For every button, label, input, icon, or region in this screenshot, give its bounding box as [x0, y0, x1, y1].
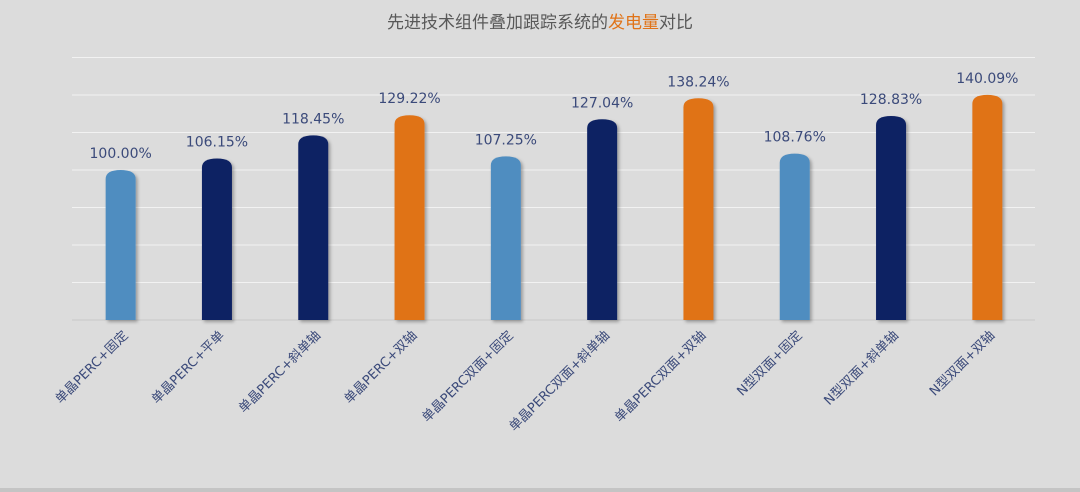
x-tick-label: N型双面+双轴	[927, 328, 998, 399]
x-tick-label: 单晶PERC+固定	[53, 328, 132, 407]
data-label: 127.04%	[571, 95, 633, 111]
x-tick-label: N型双面+固定	[734, 328, 805, 399]
title-part-3: 对比	[659, 13, 693, 33]
bar	[876, 115, 907, 320]
data-label: 100.00%	[90, 146, 152, 162]
bar	[972, 94, 1003, 320]
bar	[105, 170, 136, 320]
frame-bottom-border	[0, 488, 1080, 492]
data-label: 106.15%	[186, 134, 248, 150]
bar	[298, 135, 329, 320]
data-label: 138.24%	[667, 74, 729, 90]
data-label: 129.22%	[378, 91, 440, 107]
data-label: 140.09%	[956, 71, 1018, 87]
x-tick-label: 单晶PERC双面+固定	[420, 328, 517, 425]
title-highlight: 发电量	[608, 13, 659, 33]
x-tick-label: 单晶PERC+斜单轴	[236, 328, 324, 416]
bar	[490, 156, 521, 320]
x-tick-label: N型双面+斜单轴	[822, 328, 902, 408]
x-tick-label: 单晶PERC双面+斜单轴	[507, 328, 613, 434]
x-tick-label: 单晶PERC+平单	[149, 328, 228, 407]
bar	[394, 115, 425, 321]
chart-title: 先进技术组件叠加跟踪系统的发电量对比	[0, 8, 1080, 33]
bar	[683, 98, 714, 320]
data-label: 107.25%	[475, 132, 537, 148]
bar	[779, 153, 810, 320]
bar	[201, 158, 232, 320]
data-label: 128.83%	[860, 92, 922, 108]
data-label: 118.45%	[282, 111, 344, 127]
bar	[587, 119, 618, 320]
data-label: 108.76%	[764, 130, 826, 146]
title-part-1: 先进技术组件叠加跟踪系统的	[387, 13, 608, 33]
x-tick-label: 单晶PERC+双轴	[342, 328, 421, 407]
x-tick-label: 单晶PERC双面+双轴	[612, 328, 709, 425]
